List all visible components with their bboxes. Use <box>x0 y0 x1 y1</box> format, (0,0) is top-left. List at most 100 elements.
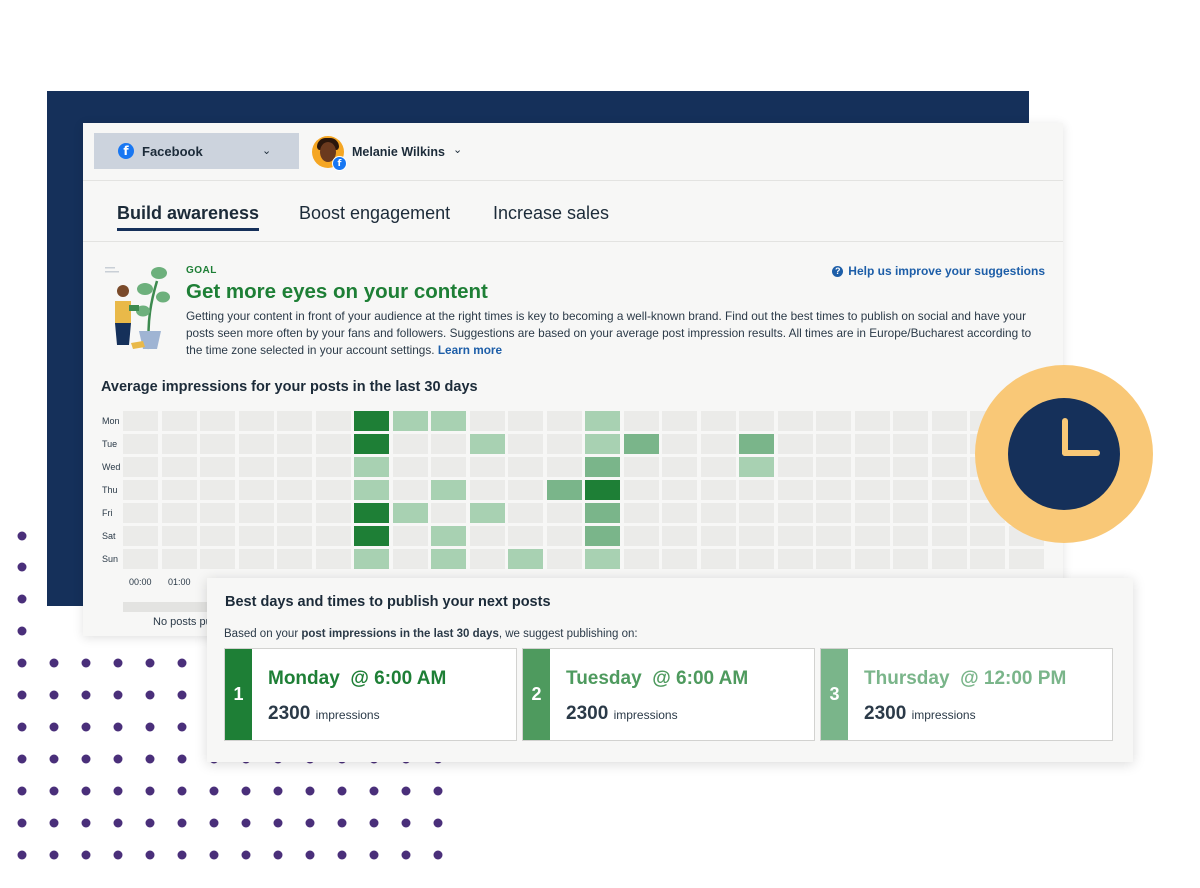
heatmap-cell[interactable] <box>893 457 928 477</box>
heatmap-cell[interactable] <box>854 480 890 500</box>
heatmap-cell[interactable] <box>123 549 158 569</box>
heatmap-cell[interactable] <box>277 526 312 546</box>
heatmap-cell[interactable] <box>508 526 543 546</box>
heatmap-cell[interactable] <box>854 503 890 523</box>
network-select[interactable]: f Facebook ⌄ <box>94 133 299 169</box>
tab-build-awareness[interactable]: Build awareness <box>117 203 260 231</box>
heatmap-cell[interactable] <box>200 480 235 500</box>
heatmap-cell[interactable] <box>700 526 736 546</box>
heatmap-cell[interactable] <box>662 457 697 477</box>
heatmap-scrollbar[interactable] <box>123 602 253 612</box>
heatmap-cell[interactable] <box>161 411 197 431</box>
heatmap-cell[interactable] <box>238 480 274 500</box>
heatmap-cell[interactable] <box>546 457 582 477</box>
heatmap-cell[interactable] <box>777 434 813 454</box>
heatmap-cell[interactable] <box>739 503 774 523</box>
heatmap-cell[interactable] <box>931 457 967 477</box>
heatmap-cell[interactable] <box>431 411 466 431</box>
heatmap-cell[interactable] <box>161 434 197 454</box>
heatmap-cell[interactable] <box>893 549 928 569</box>
heatmap-cell[interactable] <box>277 411 312 431</box>
heatmap-cell[interactable] <box>816 549 851 569</box>
heatmap-cell[interactable] <box>816 526 851 546</box>
heatmap-cell[interactable] <box>277 480 312 500</box>
heatmap-cell[interactable] <box>469 411 505 431</box>
heatmap-cell[interactable] <box>700 480 736 500</box>
heatmap-cell[interactable] <box>508 480 543 500</box>
account-switcher[interactable]: f Melanie Wilkins ⌄ <box>312 134 462 171</box>
heatmap-cell[interactable] <box>238 549 274 569</box>
heatmap-cell[interactable] <box>315 480 351 500</box>
heatmap-cell[interactable] <box>508 434 543 454</box>
heatmap-cell[interactable] <box>277 457 312 477</box>
heatmap-cell[interactable] <box>700 457 736 477</box>
heatmap-cell[interactable] <box>893 503 928 523</box>
heatmap-cell[interactable] <box>854 549 890 569</box>
heatmap-cell[interactable] <box>508 457 543 477</box>
heatmap-cell[interactable] <box>546 434 582 454</box>
heatmap-cell[interactable] <box>200 526 235 546</box>
heatmap-cell[interactable] <box>392 457 428 477</box>
heatmap-cell[interactable] <box>123 526 158 546</box>
heatmap-cell[interactable] <box>161 480 197 500</box>
heatmap-cell[interactable] <box>546 549 582 569</box>
heatmap-cell[interactable] <box>854 434 890 454</box>
heatmap-cell[interactable] <box>700 434 736 454</box>
heatmap-cell[interactable] <box>854 457 890 477</box>
heatmap-cell[interactable] <box>585 480 620 500</box>
heatmap-cell[interactable] <box>354 549 389 569</box>
heatmap-cell[interactable] <box>200 457 235 477</box>
heatmap-cell[interactable] <box>392 503 428 523</box>
heatmap-cell[interactable] <box>623 411 659 431</box>
heatmap-cell[interactable] <box>585 411 620 431</box>
heatmap-cell[interactable] <box>469 434 505 454</box>
heatmap-cell[interactable] <box>161 503 197 523</box>
heatmap-cell[interactable] <box>970 549 1005 569</box>
heatmap-cell[interactable] <box>585 457 620 477</box>
heatmap-cell[interactable] <box>546 503 582 523</box>
heatmap-cell[interactable] <box>623 503 659 523</box>
heatmap-cell[interactable] <box>315 503 351 523</box>
heatmap-cell[interactable] <box>392 549 428 569</box>
heatmap-cell[interactable] <box>777 549 813 569</box>
heatmap-cell[interactable] <box>277 434 312 454</box>
heatmap-cell[interactable] <box>739 457 774 477</box>
heatmap-cell[interactable] <box>623 457 659 477</box>
heatmap-cell[interactable] <box>508 549 543 569</box>
help-improve-link[interactable]: ? Help us improve your suggestions <box>832 264 1045 278</box>
heatmap-cell[interactable] <box>931 526 967 546</box>
heatmap-cell[interactable] <box>469 457 505 477</box>
heatmap-cell[interactable] <box>816 457 851 477</box>
heatmap-cell[interactable] <box>392 526 428 546</box>
heatmap-cell[interactable] <box>662 549 697 569</box>
heatmap-cell[interactable] <box>700 549 736 569</box>
heatmap-cell[interactable] <box>431 457 466 477</box>
heatmap-cell[interactable] <box>469 549 505 569</box>
heatmap-cell[interactable] <box>739 434 774 454</box>
heatmap-cell[interactable] <box>893 480 928 500</box>
heatmap-cell[interactable] <box>354 411 389 431</box>
heatmap-cell[interactable] <box>315 411 351 431</box>
heatmap-cell[interactable] <box>777 526 813 546</box>
heatmap-cell[interactable] <box>200 434 235 454</box>
heatmap-cell[interactable] <box>238 503 274 523</box>
heatmap-cell[interactable] <box>431 480 466 500</box>
heatmap-cell[interactable] <box>662 480 697 500</box>
heatmap-cell[interactable] <box>200 411 235 431</box>
heatmap-cell[interactable] <box>739 549 774 569</box>
heatmap-cell[interactable] <box>546 411 582 431</box>
heatmap-cell[interactable] <box>931 549 967 569</box>
heatmap-cell[interactable] <box>161 549 197 569</box>
heatmap-cell[interactable] <box>546 526 582 546</box>
heatmap-cell[interactable] <box>816 503 851 523</box>
heatmap-cell[interactable] <box>777 480 813 500</box>
heatmap-cell[interactable] <box>739 480 774 500</box>
heatmap-cell[interactable] <box>354 434 389 454</box>
heatmap-cell[interactable] <box>623 434 659 454</box>
heatmap-cell[interactable] <box>623 549 659 569</box>
heatmap-cell[interactable] <box>469 480 505 500</box>
heatmap-cell[interactable] <box>431 526 466 546</box>
heatmap-cell[interactable] <box>123 503 158 523</box>
heatmap-cell[interactable] <box>816 434 851 454</box>
heatmap-cell[interactable] <box>354 503 389 523</box>
